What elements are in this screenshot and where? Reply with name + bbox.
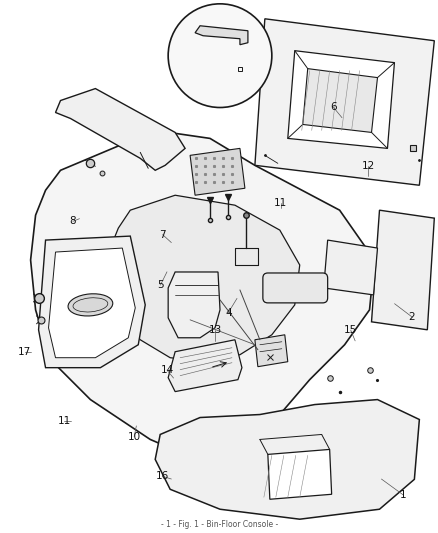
Text: 13: 13 xyxy=(208,325,221,335)
Polygon shape xyxy=(194,26,247,45)
Polygon shape xyxy=(254,335,287,367)
Polygon shape xyxy=(254,19,433,185)
Polygon shape xyxy=(287,51,394,148)
FancyBboxPatch shape xyxy=(262,273,327,303)
Text: 1: 1 xyxy=(399,490,406,500)
Text: 17: 17 xyxy=(18,346,31,357)
Text: 6: 6 xyxy=(329,102,336,112)
Polygon shape xyxy=(190,148,244,195)
Polygon shape xyxy=(168,340,241,392)
Text: 7: 7 xyxy=(159,230,166,240)
Text: 2: 2 xyxy=(408,312,414,322)
Polygon shape xyxy=(39,236,145,368)
Polygon shape xyxy=(267,449,331,499)
Text: 16: 16 xyxy=(155,471,169,481)
Text: 8: 8 xyxy=(70,216,76,227)
Polygon shape xyxy=(55,88,185,171)
Polygon shape xyxy=(31,131,374,455)
Text: 11: 11 xyxy=(273,198,287,208)
Polygon shape xyxy=(302,69,377,132)
Text: 11: 11 xyxy=(57,416,71,425)
Polygon shape xyxy=(168,272,219,338)
Text: - 1 - Fig. 1 - Bin-Floor Console -: - 1 - Fig. 1 - Bin-Floor Console - xyxy=(160,520,278,529)
Polygon shape xyxy=(108,195,299,362)
Text: 5: 5 xyxy=(157,280,163,290)
Text: 15: 15 xyxy=(343,325,357,335)
Polygon shape xyxy=(155,400,418,519)
Text: 14: 14 xyxy=(160,365,173,375)
Polygon shape xyxy=(371,210,433,330)
Text: 12: 12 xyxy=(361,160,374,171)
Polygon shape xyxy=(49,248,135,358)
Polygon shape xyxy=(323,240,377,295)
Text: 4: 4 xyxy=(224,308,231,318)
Ellipse shape xyxy=(68,294,113,316)
Text: 10: 10 xyxy=(127,432,141,441)
Circle shape xyxy=(168,4,271,108)
